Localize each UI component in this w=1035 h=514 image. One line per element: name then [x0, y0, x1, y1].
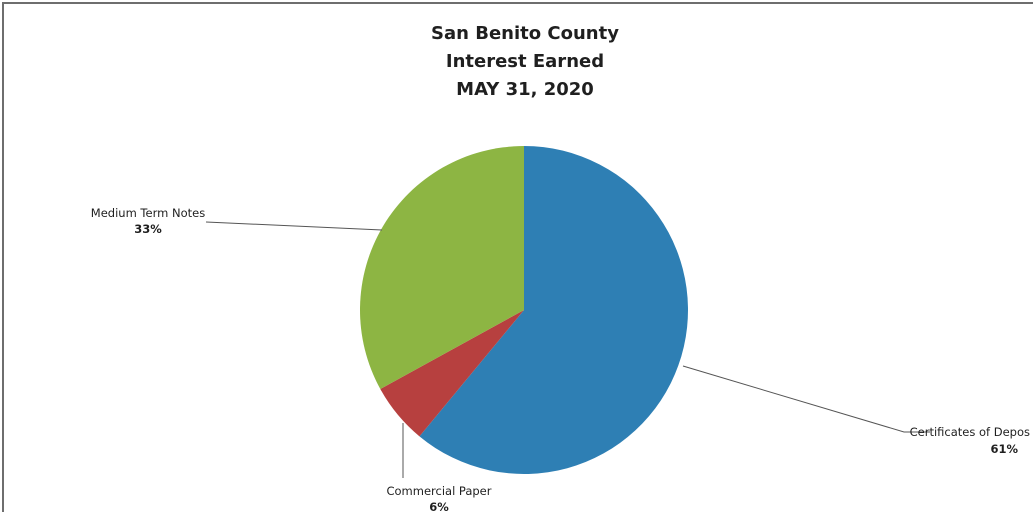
- chart-title-line-1: San Benito County: [431, 23, 619, 44]
- slice-pct-medium-term-notes: 33%: [134, 222, 162, 236]
- slice-label-certificates: Certificates of Depos: [910, 425, 1030, 439]
- leader-line-medium-term-notes: [205, 221, 383, 231]
- chart-title-line-3: MAY 31, 2020: [456, 79, 594, 100]
- leader-line-certificates: [682, 365, 930, 433]
- slice-label-medium-term-notes: Medium Term Notes: [91, 206, 205, 220]
- chart-title-line-2: Interest Earned: [445, 51, 605, 72]
- slice-medium-term-notes: [360, 146, 524, 390]
- slice-label-commercial-paper: Commercial Paper: [386, 484, 491, 498]
- chart-title: San Benito County Interest Earned MAY 31…: [0, 20, 1035, 104]
- slice-certificates: [419, 146, 689, 475]
- slice-pct-commercial-paper: 6%: [429, 500, 449, 514]
- slice-pct-certificates: 61%: [990, 442, 1018, 456]
- slice-commercial-paper: [380, 310, 524, 437]
